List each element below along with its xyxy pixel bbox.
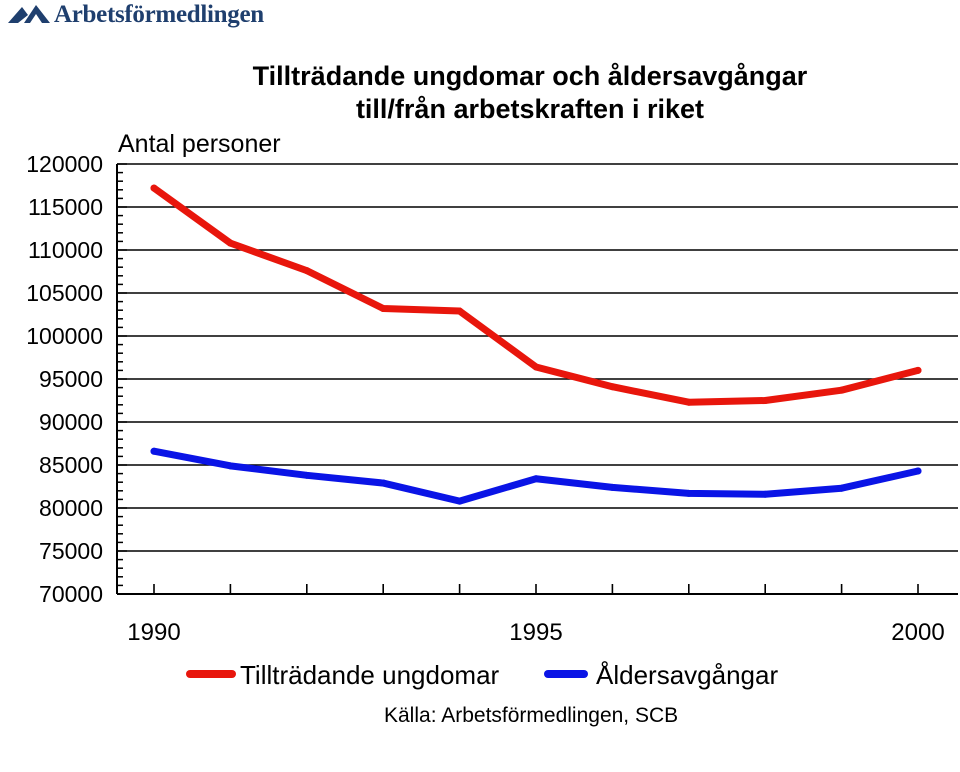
- data-point: [150, 184, 158, 192]
- y-tick-label: 100000: [26, 323, 103, 349]
- data-point: [226, 239, 234, 247]
- chart-title-line2: till/från arbetskraften i riket: [355, 94, 705, 124]
- chart-title: Tillträdande ungdomar och åldersavgångar…: [190, 60, 870, 126]
- legend-label: Åldersavgångar: [596, 660, 778, 690]
- y-tick-label: 105000: [26, 280, 103, 306]
- x-tick-label: 1990: [127, 619, 180, 646]
- data-point: [303, 267, 311, 275]
- data-point: [379, 479, 387, 487]
- y-axis-label: Antal personer: [118, 130, 281, 158]
- source-note: Källa: Arbetsförmedlingen, SCB: [384, 704, 679, 727]
- data-point: [761, 397, 769, 404]
- y-tick-label: 75000: [39, 538, 103, 564]
- logo-icon: [8, 5, 50, 23]
- data-point: [532, 475, 540, 483]
- data-point: [685, 489, 693, 497]
- data-point: [456, 307, 464, 315]
- y-tick-label: 115000: [28, 194, 103, 220]
- x-tick-label: 1995: [509, 619, 562, 646]
- data-point: [226, 462, 234, 470]
- y-tick-label: 110000: [28, 237, 103, 263]
- data-point: [914, 467, 922, 475]
- data-point: [685, 398, 693, 406]
- y-tick-label: 70000: [39, 581, 103, 607]
- data-point: [303, 471, 311, 479]
- legend-label: Tillträdande ungdomar: [240, 660, 500, 690]
- data-point: [838, 484, 846, 492]
- data-point: [456, 497, 464, 505]
- y-tick-label: 95000: [39, 366, 103, 392]
- data-point: [150, 447, 158, 455]
- y-tick-label: 90000: [39, 409, 103, 435]
- data-point: [379, 304, 387, 312]
- data-point: [761, 490, 769, 498]
- data-point: [608, 483, 616, 491]
- chart-title-line1: Tillträdande ungdomar och åldersavgångar: [252, 61, 808, 91]
- logo: Arbetsförmedlingen: [8, 0, 264, 30]
- data-point: [608, 383, 616, 391]
- logo-text: Arbetsförmedlingen: [54, 1, 264, 28]
- y-tick-label: 120000: [26, 151, 103, 177]
- x-tick-label: 2000: [891, 619, 944, 646]
- data-point: [914, 366, 922, 374]
- y-tick-label: 85000: [39, 452, 103, 478]
- data-point: [838, 386, 846, 394]
- y-tick-label: 80000: [39, 495, 103, 521]
- data-point: [532, 363, 540, 371]
